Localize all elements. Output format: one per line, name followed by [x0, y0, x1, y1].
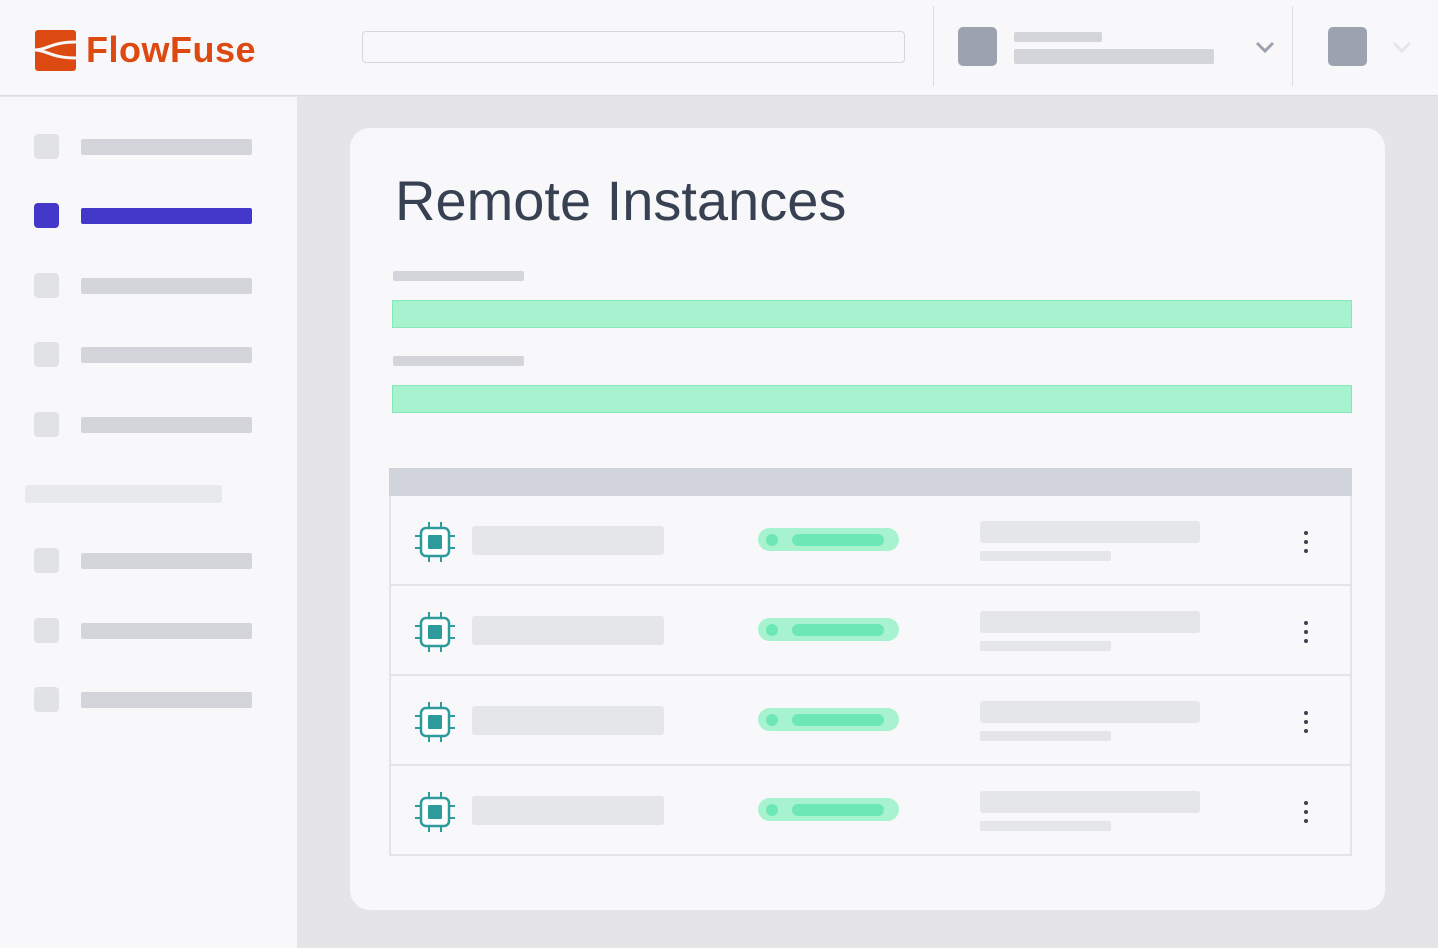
nav-icon: [34, 342, 59, 367]
brand-name: FlowFuse: [86, 29, 257, 70]
main-card: Remote Instances: [350, 128, 1385, 910]
user-menu[interactable]: [1328, 26, 1418, 66]
team-avatar: [958, 27, 997, 66]
meta-placeholder: [980, 521, 1200, 543]
instance-name-placeholder[interactable]: [472, 616, 664, 645]
highlighted-field[interactable]: [392, 300, 1352, 328]
meta-placeholder: [980, 791, 1200, 813]
chevron-down-icon: [1255, 41, 1275, 54]
nav-label-placeholder: [81, 623, 252, 639]
cpu-chip-icon: [415, 792, 455, 832]
table-row[interactable]: [389, 496, 1352, 586]
meta-sub-placeholder: [980, 821, 1111, 831]
status-badge: [758, 618, 899, 641]
meta-placeholder: [980, 611, 1200, 633]
field-label-placeholder: [393, 356, 524, 366]
team-name-placeholder: [1014, 49, 1214, 64]
nav-icon: [34, 273, 59, 298]
status-dot: [766, 714, 778, 726]
highlighted-field[interactable]: [392, 385, 1352, 413]
cpu-chip-icon: [415, 612, 455, 652]
user-avatar: [1328, 27, 1367, 66]
more-options-icon[interactable]: [1296, 529, 1316, 555]
search-input[interactable]: [362, 31, 905, 63]
table-header: [389, 468, 1352, 496]
nav-icon: [34, 412, 59, 437]
nav-label-placeholder: [81, 139, 252, 155]
instance-name-placeholder[interactable]: [472, 526, 664, 555]
nav-label-placeholder: [81, 208, 252, 224]
status-badge: [758, 708, 899, 731]
status-badge: [758, 798, 899, 821]
cpu-chip-icon: [415, 702, 455, 742]
status-label-placeholder: [792, 624, 884, 636]
brand-logo[interactable]: FlowFuse: [35, 29, 256, 71]
page-title: Remote Instances: [395, 169, 847, 232]
meta-placeholder: [980, 701, 1200, 723]
status-badge: [758, 528, 899, 551]
status-dot: [766, 804, 778, 816]
divider: [1292, 6, 1293, 86]
flowfuse-logo-icon: [35, 29, 76, 71]
more-options-icon[interactable]: [1296, 619, 1316, 645]
status-label-placeholder: [792, 534, 884, 546]
nav-icon: [34, 618, 59, 643]
top-header: FlowFuse: [0, 0, 1438, 96]
nav-label-placeholder: [81, 347, 252, 363]
table-row[interactable]: [389, 586, 1352, 676]
instances-table: [389, 468, 1352, 858]
nav-icon: [34, 687, 59, 712]
divider: [933, 6, 934, 86]
more-options-icon[interactable]: [1296, 709, 1316, 735]
table-row[interactable]: [389, 766, 1352, 856]
meta-sub-placeholder: [980, 641, 1111, 651]
nav-icon: [34, 548, 59, 573]
instance-name-placeholder[interactable]: [472, 796, 664, 825]
nav-label-placeholder: [81, 278, 252, 294]
instance-name-placeholder[interactable]: [472, 706, 664, 735]
sidebar-section-heading: [25, 485, 222, 503]
meta-sub-placeholder: [980, 731, 1111, 741]
table-row[interactable]: [389, 676, 1352, 766]
nav-label-placeholder: [81, 692, 252, 708]
status-label-placeholder: [792, 714, 884, 726]
field-label-placeholder: [393, 271, 524, 281]
status-dot: [766, 534, 778, 546]
more-options-icon[interactable]: [1296, 799, 1316, 825]
chevron-down-icon: [1392, 41, 1412, 54]
sidebar: [0, 97, 297, 948]
nav-label-placeholder: [81, 417, 252, 433]
status-label-placeholder: [792, 804, 884, 816]
nav-icon: [34, 134, 59, 159]
nav-label-placeholder: [81, 553, 252, 569]
team-label-placeholder: [1014, 32, 1102, 42]
team-switcher[interactable]: [958, 26, 1278, 66]
meta-sub-placeholder: [980, 551, 1111, 561]
nav-icon: [34, 203, 59, 228]
cpu-chip-icon: [415, 522, 455, 562]
status-dot: [766, 624, 778, 636]
